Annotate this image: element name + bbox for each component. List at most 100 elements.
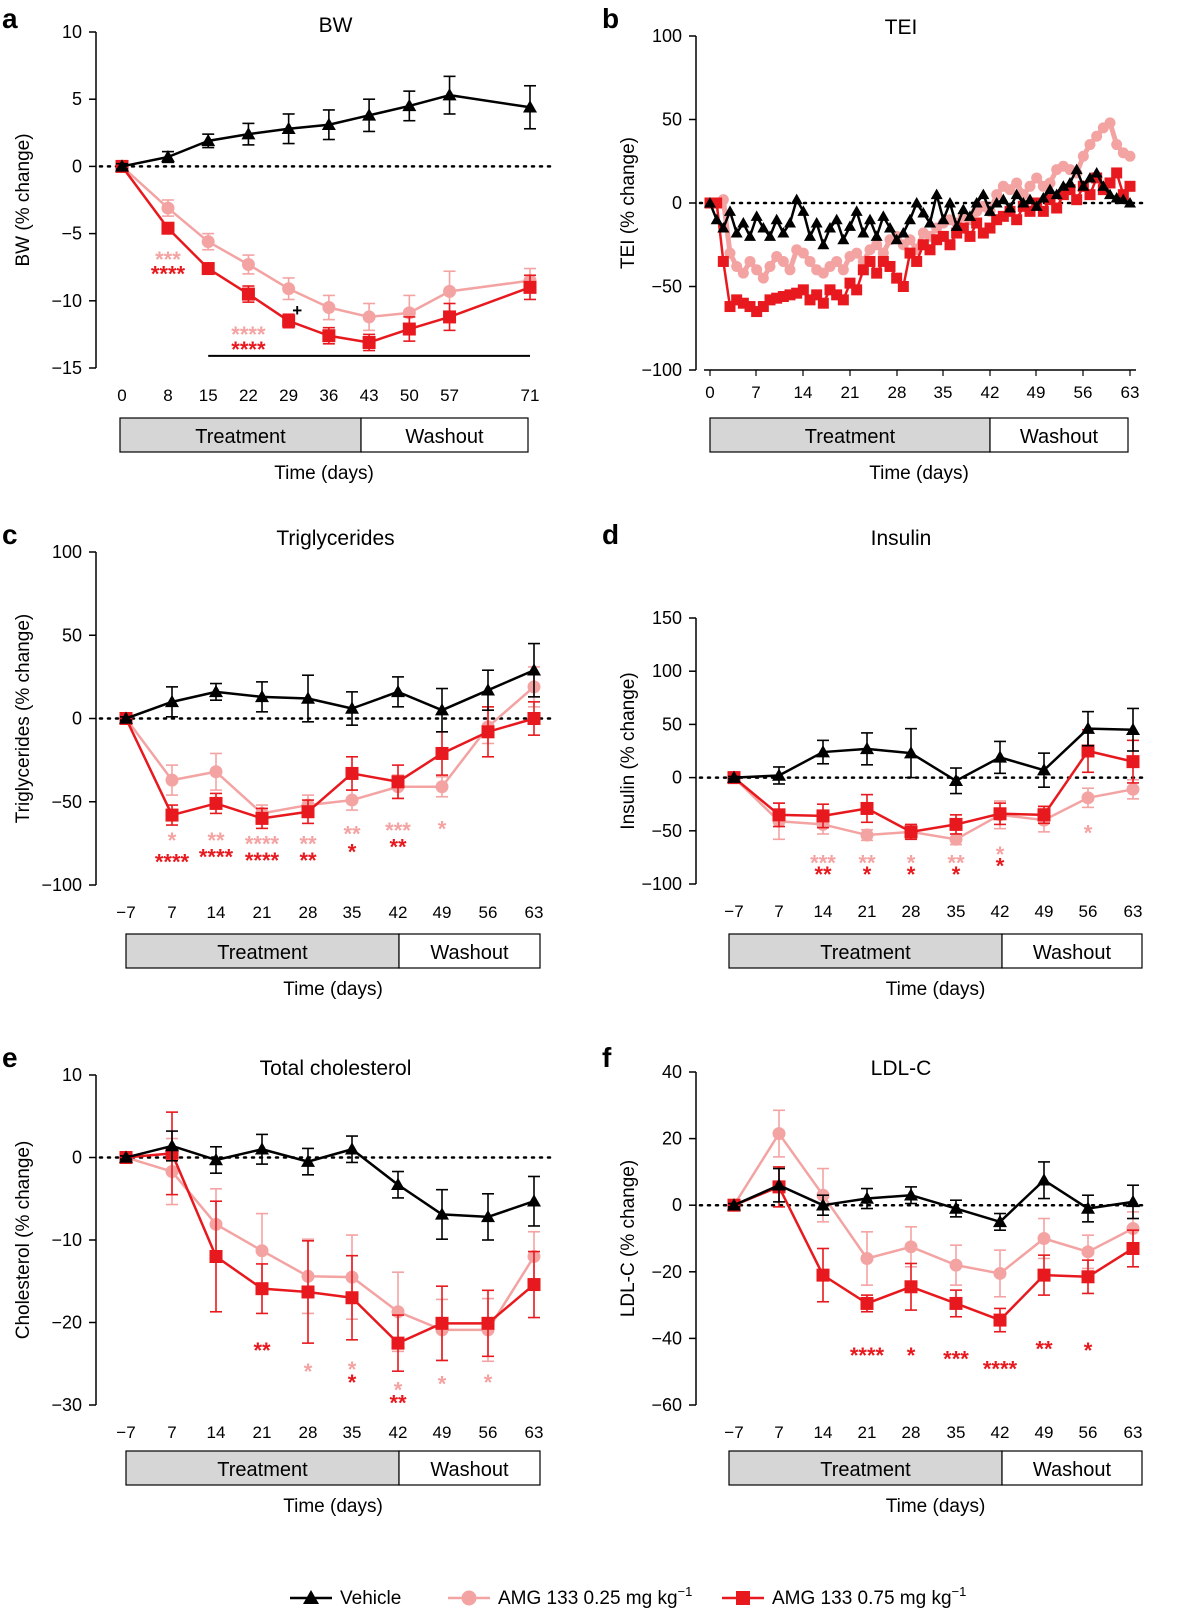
series-line <box>121 165 531 319</box>
data-point-square <box>924 244 936 256</box>
data-point-triangle <box>790 193 803 205</box>
panel-f: f LDL-C 40 20 0 −20 −40 −60 LDL-C (% change) −7 7 1… <box>602 1042 1148 1517</box>
legend-label: AMG 133 0.75 mg kg−1 <box>772 1584 966 1609</box>
data-point-square <box>1081 744 1095 758</box>
data-point-circle <box>1024 180 1036 192</box>
data-point-triangle <box>1044 183 1056 195</box>
data-point-circle <box>784 264 796 276</box>
x-tick-label: 63 <box>525 1423 544 1442</box>
significance-marker: * <box>907 850 916 875</box>
x-tick-label: 14 <box>207 1423 226 1442</box>
significance-marker: *** <box>943 1346 969 1371</box>
data-point-triangle <box>824 222 836 233</box>
data-point-square <box>911 255 923 267</box>
x-axis-label: Time (days) <box>886 979 986 1000</box>
x-tick-label: 28 <box>902 902 921 921</box>
x-tick-label: −7 <box>116 1423 135 1442</box>
data-point-circle <box>201 235 215 249</box>
series-line <box>125 669 535 720</box>
data-point-circle <box>1111 139 1123 151</box>
data-point-triangle <box>402 98 417 112</box>
data-point-triangle <box>904 1188 918 1201</box>
data-point-triangle <box>481 683 495 696</box>
data-point-square <box>1051 202 1063 214</box>
legend-marker-square <box>736 1591 750 1605</box>
data-point-triangle <box>724 205 736 216</box>
x-tick-label: 7 <box>774 902 783 921</box>
data-point-square <box>1044 194 1056 206</box>
data-point-square <box>857 264 869 276</box>
data-point-square <box>209 796 223 810</box>
data-point-square <box>481 1316 495 1330</box>
series-vehicle <box>115 75 537 172</box>
panel-b: b TEI 100 50 0 −50 −100 TEI (% change) 0 7 14 21 28 3… <box>602 3 1148 484</box>
data-point-triangle <box>904 746 918 759</box>
y-tick-label: −20 <box>651 1262 682 1282</box>
data-point-triangle <box>764 230 776 241</box>
data-point-circle <box>993 1266 1007 1280</box>
data-point-triangle <box>970 197 983 208</box>
y-tick-label: 100 <box>652 661 682 681</box>
data-point-square <box>949 817 963 831</box>
data-point-triangle <box>704 197 716 208</box>
series-line <box>732 1132 1134 1275</box>
washout-box <box>989 417 1129 453</box>
y-tick-label: 150 <box>652 608 682 628</box>
data-point-square <box>1037 808 1051 822</box>
data-point-circle <box>757 272 769 284</box>
data-point-triangle <box>119 711 133 724</box>
data-point-triangle <box>857 227 870 238</box>
data-point-square <box>724 301 736 313</box>
x-tick-label: 63 <box>1124 902 1143 921</box>
panel-letter: b <box>602 3 619 34</box>
x-tick-label: 21 <box>253 903 272 922</box>
data-point-triangle <box>1037 1173 1051 1186</box>
series-low <box>727 771 1140 846</box>
x-tick-label: 42 <box>991 1423 1010 1442</box>
data-point-triangle <box>949 773 963 787</box>
data-point-square <box>971 217 983 229</box>
data-point-circle <box>1004 184 1016 196</box>
y-tick-label: −50 <box>651 277 682 297</box>
significance-marker: * <box>348 1357 357 1382</box>
data-point-square <box>751 306 763 318</box>
x-tick-label: 28 <box>299 1423 318 1442</box>
treatment-box <box>728 933 1003 969</box>
data-point-triangle <box>997 193 1010 205</box>
legend-label-text: AMG 133 0.25 mg kg <box>498 1588 678 1609</box>
data-point-square <box>165 808 179 822</box>
data-point-circle <box>851 247 863 259</box>
data-point-triangle <box>910 197 923 208</box>
treatment-box <box>125 933 400 969</box>
y-tick-label: −10 <box>51 291 82 311</box>
significance-marker: * <box>394 1377 403 1402</box>
legend-item: Vehicle <box>290 1588 401 1609</box>
significance-marker: * <box>952 862 961 887</box>
data-point-circle <box>282 282 296 296</box>
x-tick-label: 7 <box>167 903 176 922</box>
x-tick-label: −7 <box>116 903 135 922</box>
data-point-triangle <box>391 684 405 698</box>
data-point-triangle <box>797 205 810 216</box>
washout-label: Washout <box>1020 426 1099 448</box>
series-low <box>119 666 541 823</box>
x-axis-label: Time (days) <box>283 1496 383 1517</box>
data-point-triangle <box>527 663 541 676</box>
data-point-triangle <box>727 1198 741 1211</box>
data-point-triangle <box>977 188 990 200</box>
significance-marker: ** <box>253 1338 271 1363</box>
x-tick-label: 28 <box>902 1423 921 1442</box>
x-tick-label: 56 <box>1079 902 1098 921</box>
series-vehicle <box>727 707 1140 795</box>
data-point-square <box>949 1296 963 1310</box>
series-line <box>733 749 1134 834</box>
legend: Vehicle AMG 133 0.25 mg kg−1 AMG 133 0.75 … <box>290 1584 966 1609</box>
data-point-triangle <box>1126 722 1140 735</box>
data-point-triangle <box>993 750 1007 763</box>
data-point-square <box>877 255 889 267</box>
x-tick-label: 42 <box>991 902 1010 921</box>
data-point-square <box>764 294 776 306</box>
data-point-triangle <box>281 121 296 135</box>
series-high <box>119 1111 541 1372</box>
x-tick-label: 8 <box>163 386 172 405</box>
